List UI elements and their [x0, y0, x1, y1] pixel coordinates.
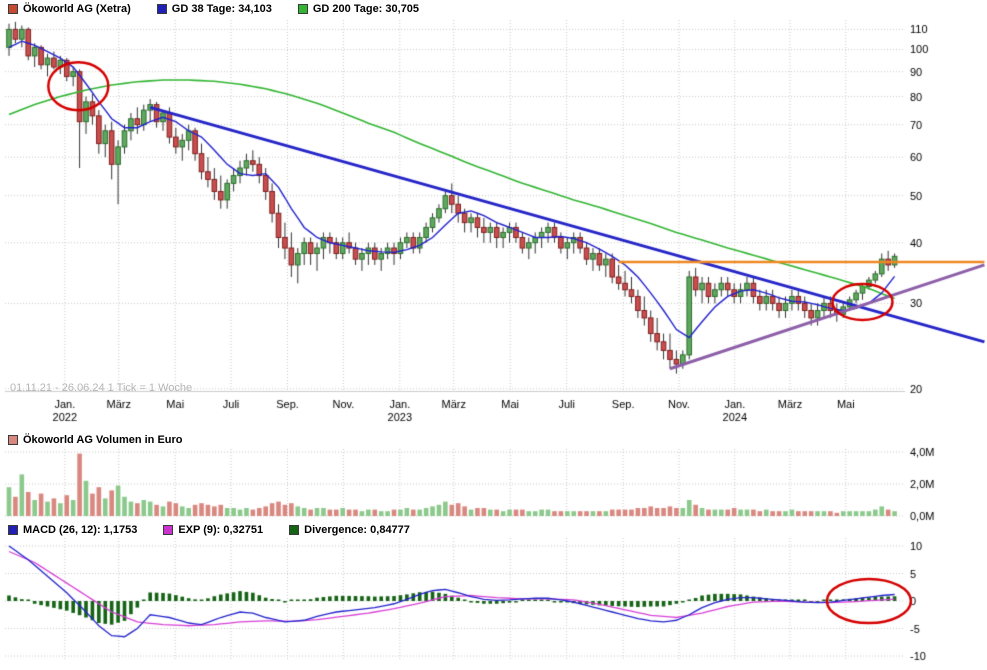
volume-series-label: Ökoworld AG Volumen in Euro: [23, 433, 183, 446]
legend-volume: Ökoworld AG Volumen in Euro: [8, 434, 183, 446]
legend-divergence: Divergence: 0,84777: [289, 524, 410, 536]
legend-price: Ökoworld AG (Xetra): [8, 3, 131, 15]
price-series-swatch: [8, 3, 18, 14]
price-series-label: Ökoworld AG (Xetra): [23, 2, 131, 15]
volume-series-swatch: [8, 434, 18, 445]
gd38-series-label: GD 38 Tage: 34,103: [171, 2, 272, 15]
date-range-watermark: 01.11.21 - 26.06.24 1 Tick = 1 Woche: [10, 382, 193, 394]
legend-macd: MACD (26, 12): 1,1753: [8, 524, 137, 536]
exp-series-label: EXP (9): 0,32751: [178, 523, 264, 536]
exp-series-swatch: [163, 524, 174, 535]
gd38-series-swatch: [156, 3, 167, 14]
legend-gd200: GD 200 Tage: 30,705: [297, 2, 420, 15]
legend-exp: EXP (9): 0,32751: [163, 524, 263, 536]
macd-chart-legend: MACD (26, 12): 1,1753 EXP (9): 0,32751 D…: [8, 523, 410, 536]
legend-gd38: GD 38 Tage: 34,103: [156, 2, 272, 15]
macd-series-label: MACD (26, 12): 1,1753: [23, 523, 138, 536]
macd-series-swatch: [8, 524, 18, 535]
main-chart-legend: Ökoworld AG (Xetra) GD 38 Tage: 34,103 G…: [8, 2, 419, 15]
divergence-series-swatch: [289, 524, 300, 535]
volume-chart-legend: Ökoworld AG Volumen in Euro: [8, 433, 183, 446]
divergence-series-label: Divergence: 0,84777: [304, 523, 410, 536]
gd200-series-swatch: [297, 3, 308, 14]
gd200-series-label: GD 200 Tage: 30,705: [312, 2, 420, 15]
